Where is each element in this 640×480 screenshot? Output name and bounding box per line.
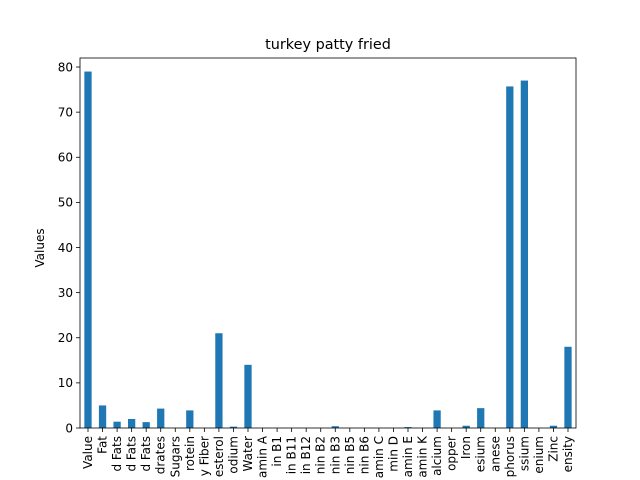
x-tick-label: odium <box>226 436 240 474</box>
bar <box>549 425 558 428</box>
x-tick-label: nin B6 <box>357 436 371 474</box>
y-tick-label: 60 <box>58 151 73 165</box>
x-tick-label: nin B3 <box>328 436 342 474</box>
x-tick-label: nin B5 <box>343 436 357 474</box>
plot-frame <box>79 57 577 429</box>
bar <box>404 427 412 428</box>
x-tick-label: amin E <box>401 436 415 477</box>
x-tick-label: rotein <box>183 436 197 471</box>
x-tick-label: ensity <box>561 436 575 472</box>
x-tick-label: Fat <box>96 436 110 454</box>
bar <box>157 408 165 428</box>
y-tick-label: 80 <box>58 60 73 74</box>
x-tick-label: in B11 <box>285 436 299 474</box>
y-tick-label: 70 <box>58 105 73 119</box>
y-tick-label: 50 <box>58 196 73 210</box>
x-tick-label: phorus <box>503 436 517 477</box>
x-tick-label: esterol <box>212 436 226 477</box>
x-tick-label: in B1 <box>270 436 284 467</box>
bar <box>113 421 121 428</box>
bar <box>229 426 238 428</box>
x-axis-ticks: Value Fat d Fats d Fats d Fats drates Sugars ro… <box>81 428 575 478</box>
bar <box>433 410 441 428</box>
y-tick-label: 0 <box>65 421 73 435</box>
x-tick-label: drates <box>154 436 168 474</box>
bar <box>564 346 572 428</box>
x-tick-label: alcium <box>430 436 444 476</box>
bar <box>462 425 470 428</box>
x-tick-label: esium <box>474 436 488 472</box>
x-tick-label: in B12 <box>299 436 313 474</box>
y-axis-ticks: 0 10 20 30 40 50 60 70 80 <box>58 60 80 435</box>
x-tick-label: Sugars <box>168 436 182 477</box>
bar <box>477 408 485 428</box>
y-tick-label: 10 <box>58 376 73 390</box>
x-tick-label: min D <box>386 436 400 472</box>
x-tick-label: amin A <box>256 435 270 478</box>
y-tick-label: 30 <box>58 286 73 300</box>
bars-group <box>84 71 572 429</box>
bar <box>331 426 339 428</box>
bar <box>98 405 107 428</box>
bar <box>186 410 194 428</box>
bar <box>128 418 136 428</box>
bar <box>142 422 150 428</box>
x-tick-label: d Fats <box>125 436 139 472</box>
x-tick-label: amin K <box>416 435 430 478</box>
bar <box>215 333 223 428</box>
x-tick-label: d Fats <box>139 436 153 472</box>
x-tick-label: Zinc <box>546 436 560 462</box>
x-tick-label: nin B2 <box>314 436 328 474</box>
bar <box>506 86 514 429</box>
bar <box>84 71 92 428</box>
x-tick-label: enium <box>532 436 546 474</box>
x-tick-label: Water <box>241 436 255 472</box>
x-tick-label: Iron <box>459 436 473 459</box>
bar <box>520 80 528 428</box>
y-tick-label: 40 <box>58 241 73 255</box>
x-tick-label: y Fiber <box>197 436 211 476</box>
x-tick-label: Value <box>81 436 95 469</box>
bar <box>244 364 252 428</box>
x-tick-label: opper <box>445 436 459 471</box>
chart-title: turkey patty fried <box>265 37 391 53</box>
x-tick-label: ssium <box>517 436 531 471</box>
x-tick-label: d Fats <box>110 436 124 472</box>
x-tick-label: anese <box>488 436 502 472</box>
y-tick-label: 20 <box>58 331 73 345</box>
x-tick-label: amin C <box>372 436 386 478</box>
y-axis-label: Values <box>33 228 47 267</box>
